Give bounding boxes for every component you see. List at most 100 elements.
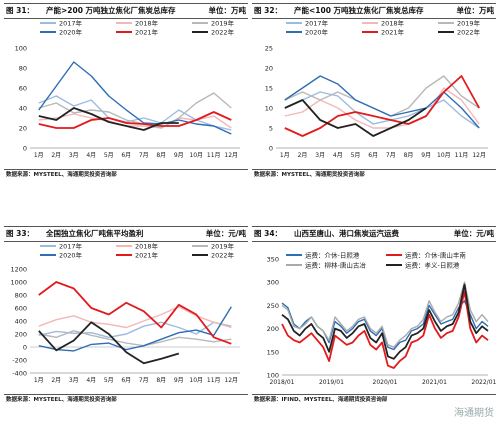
y-tick-label: 15 [265, 85, 273, 93]
x-tick-label: 1月 [280, 152, 290, 159]
y-tick-label: 150 [267, 348, 279, 356]
figure-number: 图 34： [254, 229, 283, 238]
x-tick-label: 6月 [368, 152, 378, 159]
x-tick-label: 10月 [437, 152, 451, 159]
panel-title-2: 图 32： 产能<100 万吨独立焦化厂焦炭总库存 单位：万吨 [252, 3, 496, 19]
legend-label: 2017年 [59, 242, 83, 251]
x-tick-label: 8月 [156, 377, 166, 384]
series-line [38, 61, 232, 135]
x-tick-label: 10月 [189, 377, 203, 384]
figure-number: 图 32： [254, 6, 283, 15]
y-tick-label: 0 [23, 145, 27, 153]
y-tick-label: 60 [19, 85, 27, 93]
chart-title: 产能<100 万吨独立焦化厂焦炭总库存 [294, 6, 424, 15]
series-line [284, 75, 480, 117]
x-tick-label: 12月 [224, 152, 238, 159]
y-tick-label: 1200 [10, 266, 27, 274]
series-line [284, 99, 427, 137]
y-tick-label: 100 [15, 45, 27, 53]
x-tick-label: 2019/01 [319, 379, 344, 386]
chart-unit: 单位：万吨 [456, 6, 495, 15]
series-line [38, 321, 232, 338]
x-tick-label: 2月 [298, 152, 308, 159]
legend-label: 2020年 [59, 28, 83, 37]
x-tick-label: 6月 [121, 377, 131, 384]
x-tick-label: 2月 [51, 152, 61, 159]
y-tick-label: 20 [265, 65, 273, 73]
legend-label: 2017年 [59, 19, 83, 28]
x-tick-label: 1月 [34, 152, 44, 159]
legend-label: 2017年 [305, 19, 329, 28]
x-tick-label: 8月 [156, 152, 166, 159]
y-tick-label: 400 [15, 318, 27, 326]
y-tick-label: 100 [267, 372, 279, 380]
y-tick-label: 300 [267, 279, 279, 287]
y-tick-label: 40 [19, 105, 27, 113]
chart-title: 产能>200 万吨独立焦化厂焦炭总库存 [46, 6, 176, 15]
chart-unit: 单位：万吨 [208, 6, 247, 15]
chart-unit: 单位：元/吨 [453, 229, 494, 238]
legend-label: 2019年 [211, 19, 235, 28]
y-tick-label: 20 [19, 125, 27, 133]
x-tick-label: 11月 [207, 377, 221, 384]
legend-label: 2019年 [211, 242, 235, 251]
x-tick-label: 7月 [386, 152, 396, 159]
legend-label: 2020年 [305, 28, 329, 37]
y-tick-label: -400 [12, 370, 27, 378]
x-tick-label: 6月 [121, 152, 131, 159]
x-tick-label: 7月 [139, 152, 149, 159]
legend-label: 2021年 [135, 251, 159, 260]
x-tick-label: 4月 [86, 152, 96, 159]
chart-panel-2: 图 32： 产能<100 万吨独立焦化厂焦炭总库存 单位：万吨 0 5 10 15 20… [252, 3, 496, 181]
x-tick-label: 1月 [34, 377, 44, 384]
chart-source: 数据来源：MYSTEEL、海通期货投资咨询部 [4, 169, 248, 180]
legend-label: 2020年 [59, 251, 83, 260]
legend-label: 2019年 [457, 19, 481, 28]
legend-label: 运费：介休-日照港 [305, 251, 360, 260]
x-tick-label: 3月 [69, 152, 79, 159]
legend-label: 2022年 [211, 251, 235, 260]
series-line [281, 281, 489, 348]
y-tick-label: 200 [15, 331, 27, 339]
x-tick-label: 2020/01 [373, 379, 398, 386]
y-tick-label: 80 [19, 65, 27, 73]
line-chart-svg: 0 20 40 60 80 100 1月 2月 3月 4月 5月 6月 7月 8月 9月 10月 11月 12月 2… [15, 19, 240, 159]
x-tick-label: 11月 [207, 152, 221, 159]
legend-label: 2018年 [135, 19, 159, 28]
series-line [38, 321, 180, 365]
x-tick-label: 4月 [86, 377, 96, 384]
y-tick-label: -200 [12, 357, 27, 365]
series-line [38, 95, 232, 131]
line-chart-svg: 0 5 10 15 20 25 1月 2月 3月 4月 5月 6月 7月 8月 9月 10月 11月 12月 201… [265, 19, 488, 159]
series-line [38, 111, 232, 129]
series-line [284, 91, 480, 129]
series-line [284, 75, 480, 129]
legend-label: 2018年 [135, 242, 159, 251]
chart-source: 数据来源：MYSTEEL、海通期货投资咨询部 [4, 394, 248, 405]
legend-label: 2022年 [457, 28, 481, 37]
y-tick-label: 600 [15, 305, 27, 313]
y-tick-label: 200 [267, 325, 279, 333]
x-tick-label: 2月 [51, 377, 61, 384]
panel-title-4: 图 34： 山西至唐山、港口焦炭运汽运费 单位：元/吨 [252, 226, 496, 242]
panel-title-3: 图 33： 全国独立焦化厂吨焦平均盈利 单位：元/吨 [4, 226, 248, 242]
x-tick-label: 8月 [404, 152, 414, 159]
x-tick-label: 3月 [315, 152, 325, 159]
x-tick-label: 10月 [189, 152, 203, 159]
x-tick-label: 3月 [69, 377, 79, 384]
x-tick-label: 9月 [174, 377, 184, 384]
x-tick-label: 12月 [224, 377, 238, 384]
x-tick-label: 11月 [455, 152, 469, 159]
x-tick-label: 12月 [472, 152, 486, 159]
line-chart-svg: -400 -200 0 200 400 600 800 1000 1200 1月 2月 3月 4月 5月 6… [10, 242, 240, 384]
series-line [281, 283, 489, 360]
line-chart-svg: 100 150 200 250 300 350 2018/01 2019/01 2020/01 2… [267, 251, 497, 387]
series-line [38, 306, 232, 329]
legend-label: 2021年 [381, 28, 405, 37]
legend-label: 2021年 [135, 28, 159, 37]
chart-title: 山西至唐山、港口焦炭运汽运费 [294, 229, 399, 238]
legend-label: 运费：介休-唐山丰南 [405, 251, 466, 260]
series-line [284, 75, 480, 137]
y-tick-label: 0 [23, 344, 27, 352]
chart-title: 全国独立焦化厂吨焦平均盈利 [46, 229, 144, 238]
